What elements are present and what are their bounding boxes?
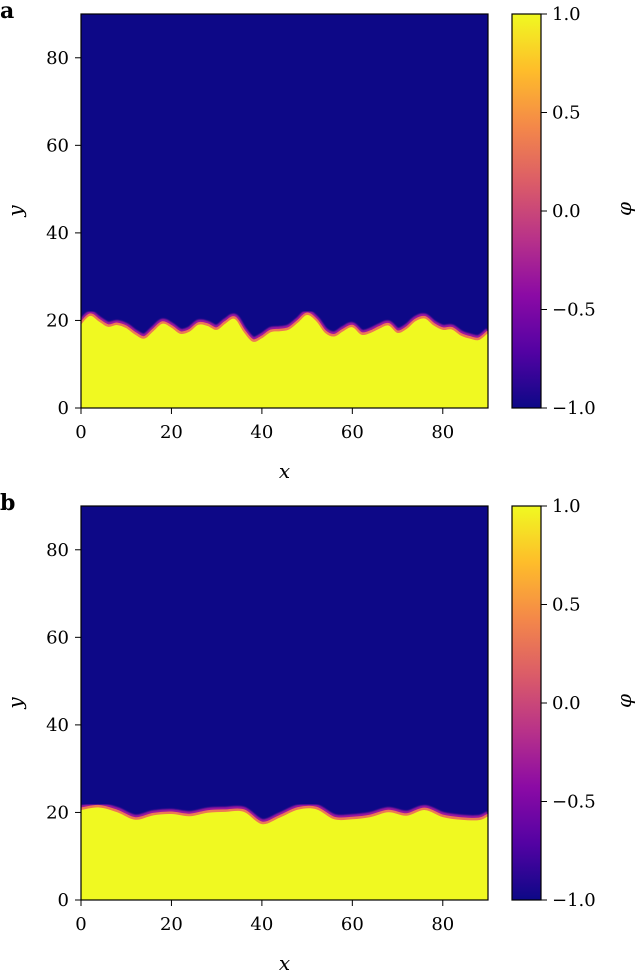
x-tick-label: 20 [160, 422, 183, 443]
colorbar [511, 13, 542, 409]
field-layer [81, 802, 488, 900]
colorbar-tick-label: −1.0 [552, 890, 596, 911]
x-axis-label: x [279, 459, 290, 483]
x-tick-label: 40 [250, 422, 273, 443]
interface-transition [81, 312, 488, 343]
y-axis-label: y [3, 697, 27, 710]
y-tick-label: 60 [46, 627, 69, 648]
panel-a: 0 20 40 60 80 0 20 40 60 80 x y a 1.0 0.5 0.0 −0.5 −1.0 φ [0, 0, 636, 483]
colorbar-tick-label: −1.0 [552, 398, 596, 419]
y-tick-label: 80 [46, 540, 69, 561]
colorbar-tick-label: −0.5 [552, 300, 596, 321]
colorbar-tick-label: 0.5 [552, 103, 581, 124]
colorbar-tick-label: 0.5 [552, 595, 581, 616]
y-tick-label: 20 [46, 310, 69, 331]
x-tick-label: 0 [75, 422, 86, 443]
field-high-region [81, 315, 488, 408]
y-tick-label: 0 [58, 890, 69, 911]
y-tick-label: 60 [46, 135, 69, 156]
x-axis-label: x [279, 951, 290, 973]
y-axis-label: y [3, 205, 27, 218]
colorbar-label: φ [612, 202, 636, 216]
plot-frame [80, 505, 489, 901]
y-tick-label: 40 [46, 223, 69, 244]
x-tick-label: 60 [341, 422, 364, 443]
plot-frame [80, 13, 489, 409]
x-tick-label: 60 [341, 914, 364, 935]
y-tick-label: 20 [46, 802, 69, 823]
field-layer [81, 310, 488, 408]
colorbar-tick-label: 0.0 [552, 201, 581, 222]
x-tick-label: 80 [431, 914, 454, 935]
colorbar [511, 505, 542, 901]
x-tick-label: 20 [160, 914, 183, 935]
colorbar-tick-label: 0.0 [552, 693, 581, 714]
x-tick-label: 0 [75, 914, 86, 935]
y-tick-label: 80 [46, 48, 69, 69]
colorbar-tick-label: −0.5 [552, 792, 596, 813]
y-tick-label: 40 [46, 715, 69, 736]
field-high-region [81, 807, 488, 900]
x-tick-label: 40 [250, 914, 273, 935]
x-tick-label: 80 [431, 422, 454, 443]
colorbar-tick-label: 1.0 [552, 496, 581, 517]
panel-label: b [0, 490, 15, 516]
interface-transition [81, 804, 488, 825]
colorbar-label: φ [612, 694, 636, 708]
y-tick-label: 0 [58, 398, 69, 419]
colorbar-tick-label: 1.0 [552, 4, 581, 25]
panel-label: a [0, 0, 14, 24]
panel-b: 0 20 40 60 80 0 20 40 60 80 x y b 1.0 0.5 0.0 −0.5 −1.0 φ [0, 490, 636, 973]
